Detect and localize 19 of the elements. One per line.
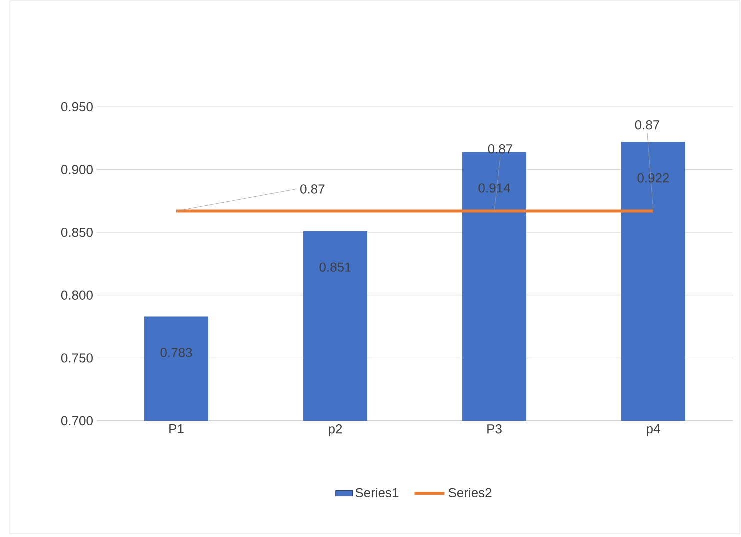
data-label: 0.87 <box>300 184 325 194</box>
x-tick-label: P3 <box>488 424 502 434</box>
x-tick-label: p4 <box>647 424 660 436</box>
y-tick-label: 0.850 <box>61 228 93 238</box>
x-tick-label: P1 <box>170 424 184 434</box>
data-label: 0.914 <box>478 184 510 193</box>
data-label: 0.922 <box>638 174 670 183</box>
x-tick-label: p2 <box>329 424 342 436</box>
data-label: 0.783 <box>160 348 192 358</box>
y-tick-label: 0.800 <box>61 290 93 300</box>
legend-label: Series1 <box>356 488 399 498</box>
y-tick-label: 0.750 <box>61 354 93 363</box>
y-tick-label: 0.900 <box>61 165 93 174</box>
data-label: 0.87 <box>635 120 660 130</box>
y-tick-label: 0.950 <box>61 102 93 112</box>
y-tick-label: 0.700 <box>61 416 93 426</box>
legend-label: Series2 <box>448 488 492 498</box>
data-label: 0.851 <box>320 262 352 272</box>
data-label: 0.87 <box>488 144 512 154</box>
